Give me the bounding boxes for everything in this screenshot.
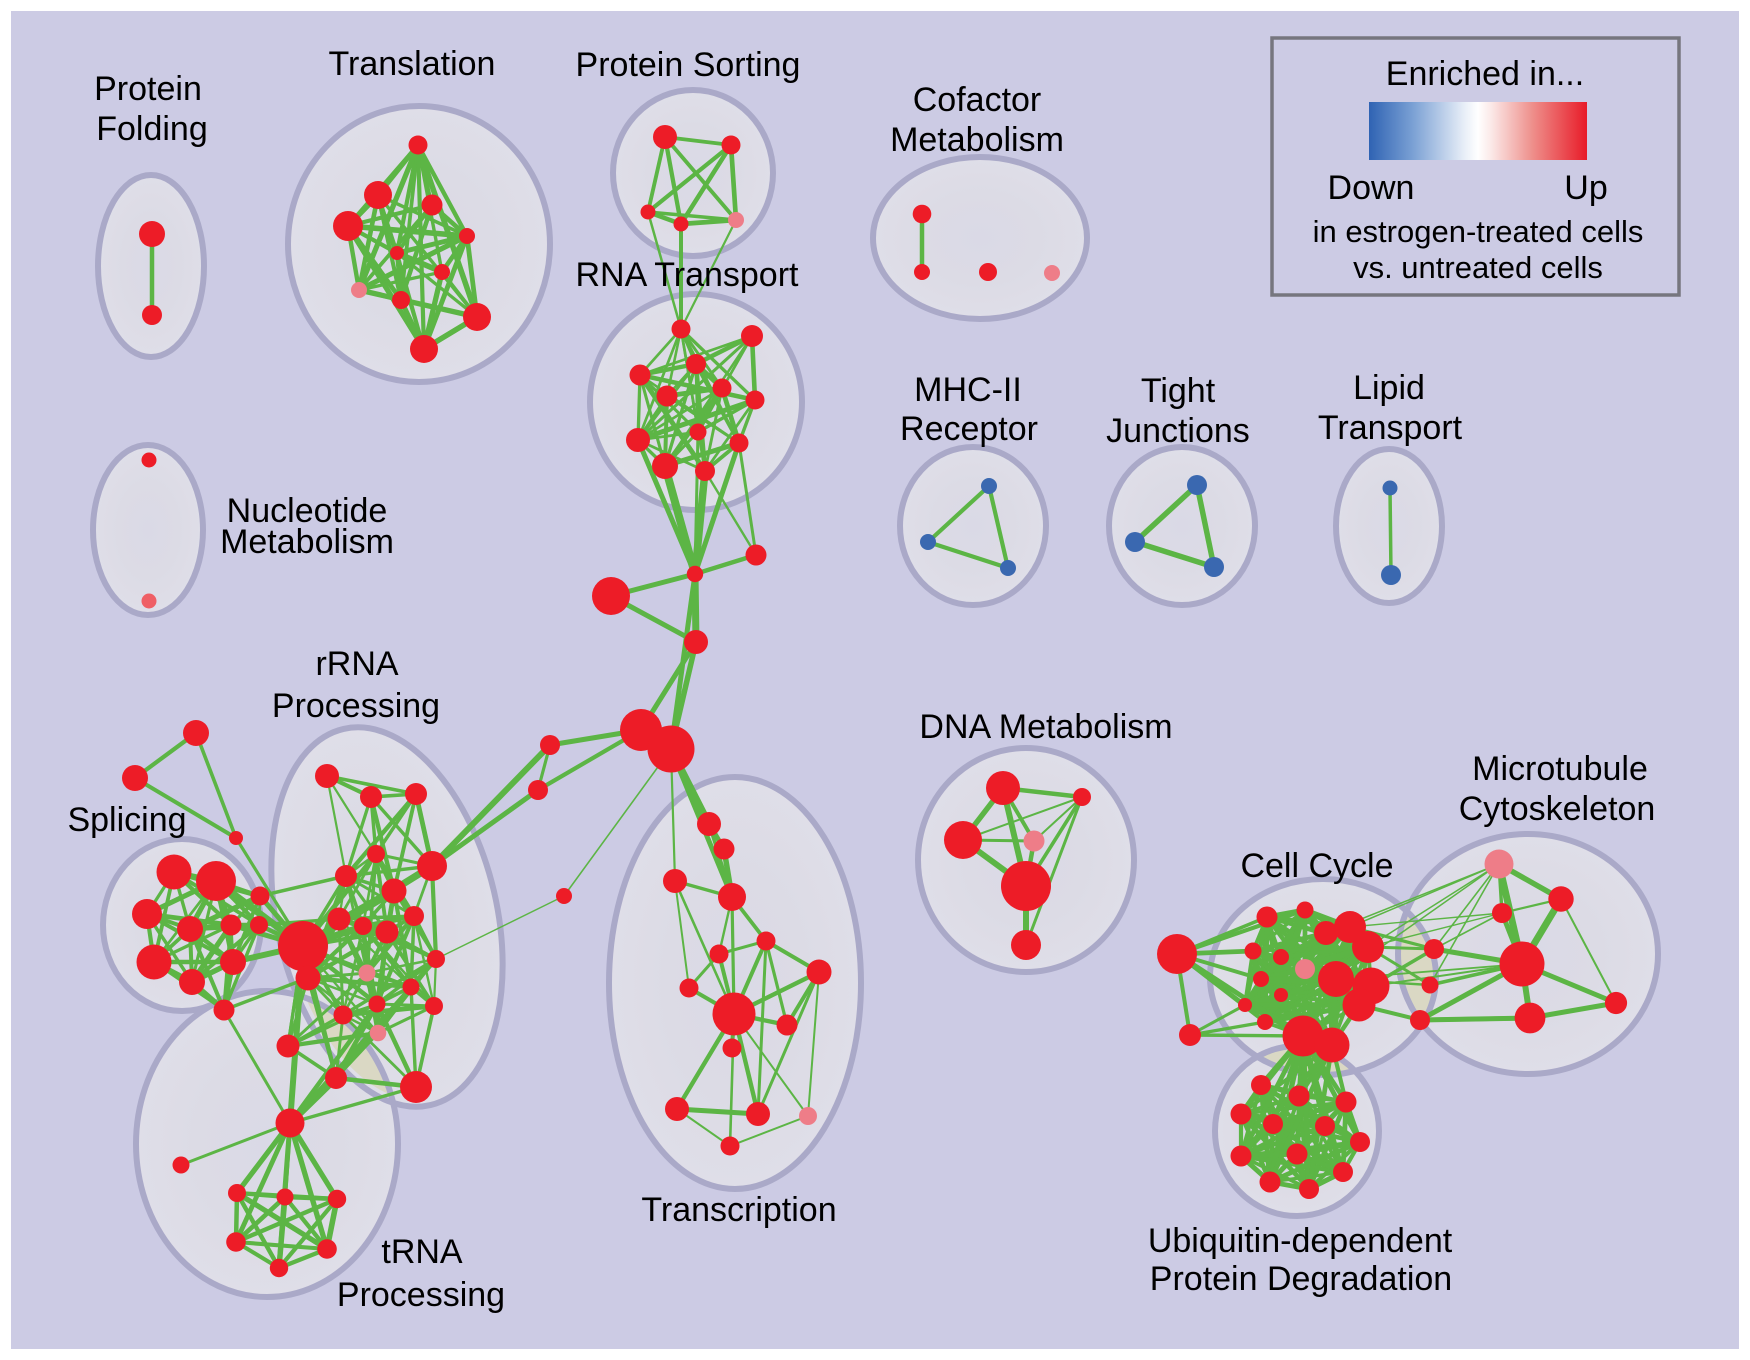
svg-text:Junctions: Junctions: [1106, 412, 1250, 450]
svg-text:Processing: Processing: [272, 687, 440, 725]
svg-text:Nucleotide: Nucleotide: [227, 492, 388, 530]
svg-text:Lipid: Lipid: [1353, 369, 1425, 407]
svg-text:tRNA: tRNA: [381, 1233, 463, 1271]
svg-text:Processing: Processing: [337, 1276, 505, 1314]
svg-text:vs. untreated cells: vs. untreated cells: [1353, 250, 1603, 285]
svg-text:in estrogen-treated cells: in estrogen-treated cells: [1313, 214, 1644, 249]
svg-text:Metabolism: Metabolism: [220, 523, 394, 561]
svg-text:Microtubule: Microtubule: [1472, 750, 1648, 788]
svg-text:Metabolism: Metabolism: [890, 121, 1064, 159]
svg-text:Protein Degradation: Protein Degradation: [1150, 1260, 1452, 1298]
svg-text:Enriched in...: Enriched in...: [1386, 55, 1584, 93]
svg-text:RNA Transport: RNA Transport: [576, 256, 800, 294]
svg-text:Tight: Tight: [1141, 372, 1216, 410]
svg-text:Transport: Transport: [1318, 409, 1463, 447]
svg-text:Protein: Protein: [94, 70, 202, 108]
svg-text:Cofactor: Cofactor: [913, 81, 1042, 119]
svg-text:Receptor: Receptor: [900, 410, 1038, 448]
svg-text:Down: Down: [1328, 169, 1415, 207]
svg-text:Up: Up: [1564, 169, 1607, 207]
svg-text:rRNA: rRNA: [315, 645, 398, 683]
svg-text:Ubiquitin-dependent: Ubiquitin-dependent: [1148, 1222, 1453, 1260]
svg-text:DNA Metabolism: DNA Metabolism: [919, 708, 1172, 746]
svg-text:MHC-II: MHC-II: [914, 371, 1022, 409]
svg-text:Transcription: Transcription: [641, 1191, 836, 1229]
svg-text:Folding: Folding: [96, 110, 208, 148]
svg-text:Cell Cycle: Cell Cycle: [1240, 847, 1393, 885]
svg-text:Protein Sorting: Protein Sorting: [576, 46, 801, 84]
svg-text:Splicing: Splicing: [67, 801, 186, 839]
svg-text:Cytoskeleton: Cytoskeleton: [1459, 790, 1656, 828]
svg-text:Translation: Translation: [329, 45, 496, 83]
